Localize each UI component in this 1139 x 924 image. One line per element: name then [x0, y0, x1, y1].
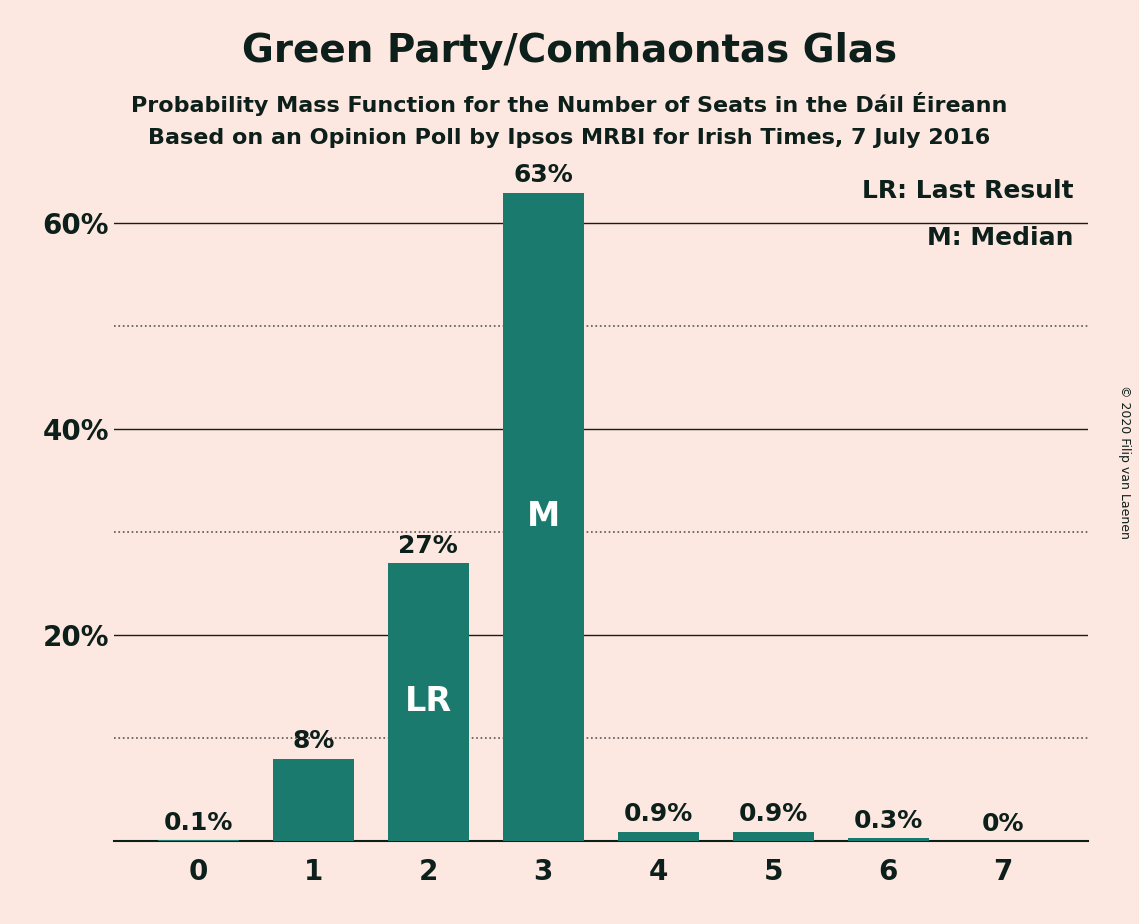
Bar	[503, 192, 583, 841]
Text: 0.1%: 0.1%	[164, 810, 233, 834]
Text: LR: Last Result: LR: Last Result	[861, 178, 1073, 202]
Text: © 2020 Filip van Laenen: © 2020 Filip van Laenen	[1118, 385, 1131, 539]
Text: Green Party/Comhaontas Glas: Green Party/Comhaontas Glas	[241, 32, 898, 70]
Text: 8%: 8%	[293, 729, 335, 753]
Text: M: M	[526, 500, 560, 533]
Text: LR: LR	[404, 686, 452, 719]
Bar	[734, 832, 813, 841]
Text: Based on an Opinion Poll by Ipsos MRBI for Irish Times, 7 July 2016: Based on an Opinion Poll by Ipsos MRBI f…	[148, 128, 991, 148]
Bar	[388, 563, 468, 841]
Text: 0.3%: 0.3%	[853, 808, 923, 833]
Text: 0.9%: 0.9%	[739, 802, 808, 826]
Bar	[273, 759, 353, 841]
Text: Probability Mass Function for the Number of Seats in the Dáil Éireann: Probability Mass Function for the Number…	[131, 92, 1008, 116]
Text: 0.9%: 0.9%	[624, 802, 693, 826]
Text: 63%: 63%	[514, 164, 573, 188]
Bar	[618, 832, 698, 841]
Bar	[849, 838, 928, 841]
Text: M: Median: M: Median	[927, 226, 1073, 250]
Text: 27%: 27%	[399, 534, 458, 558]
Bar	[158, 840, 239, 841]
Text: 0%: 0%	[982, 811, 1024, 835]
